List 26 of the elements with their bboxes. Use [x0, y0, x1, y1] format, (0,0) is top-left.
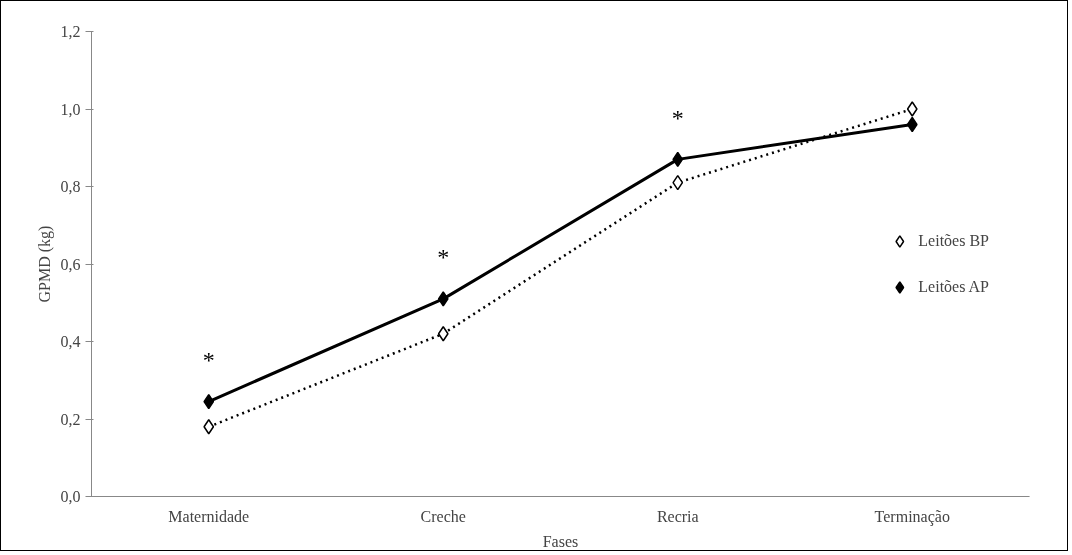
point	[203, 393, 215, 410]
annotation: *	[437, 244, 450, 271]
point	[906, 116, 918, 133]
point	[203, 419, 215, 435]
annotation: *	[671, 104, 684, 131]
x-axis-title: Fases	[542, 532, 579, 550]
x-tick-label: Recria	[656, 507, 699, 525]
x-tick-label: Creche	[420, 507, 466, 525]
y-tick-label: 0,4	[60, 333, 81, 350]
point	[437, 291, 449, 307]
y-tick-label: 1,2	[60, 23, 81, 40]
point	[906, 101, 918, 117]
point	[672, 174, 684, 191]
legend-label: Leitões AP	[918, 277, 989, 296]
y-axis-title: GPMD (kg)	[35, 225, 54, 303]
y-tick-label: 0,6	[60, 255, 81, 273]
y-tick-label: 1,0	[60, 100, 81, 118]
y-tick-label: 0,2	[60, 410, 81, 428]
y-tick-label: 0,8	[60, 178, 81, 195]
y-tick-label: 0,0	[60, 488, 81, 505]
x-tick-label: Terminação	[874, 507, 950, 526]
point	[672, 151, 684, 168]
x-tick-label: Maternidade	[168, 507, 250, 525]
annotation: *	[202, 346, 215, 373]
legend-label: Leitões BP	[918, 231, 989, 250]
point	[437, 326, 449, 342]
